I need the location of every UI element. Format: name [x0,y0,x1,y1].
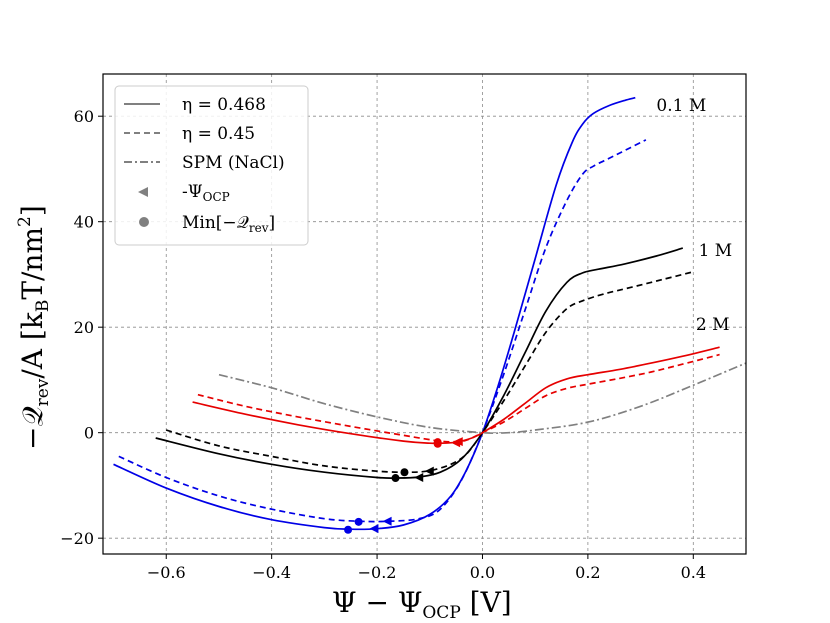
concentration-label: 0.1 M [656,96,706,116]
ocp-triangle-marker [453,437,463,447]
min-qrev-circle-marker [400,468,409,477]
ocp-triangle-marker [382,516,392,526]
legend-label-spm: SPM (NaCl) [182,153,285,173]
ocp-triangle-marker [369,524,379,534]
x-tick-label: 0.2 [575,563,600,582]
x-tick-label: −0.4 [252,563,291,582]
concentration-label: 2 M [696,315,730,335]
legend-triangle-marker [138,187,148,197]
ticks: −0.6 −0.4 −0.2 0.0 0.2 0.4 −20 0 20 40 60 [60,107,706,582]
annotations: 0.1 M 1 M 2 M [656,96,732,335]
y-tick-label: 40 [74,213,94,232]
ocp-triangle-marker [414,473,424,483]
series-line-spm-nacl- [218,362,747,435]
series-group [113,96,747,531]
y-tick-label: 20 [74,318,94,337]
min-qrev-circle-marker [391,474,400,483]
x-tick-label: 0.0 [470,563,495,582]
series-line-1-m-0-45 [165,270,694,474]
series-line-2-m-0-45 [197,353,720,443]
legend-label-eta-0468: η = 0.468 [182,95,266,115]
series-line-0-1-m-0-45 [118,139,647,523]
markers-group [344,437,463,534]
grid [103,74,746,554]
y-tick-label: 60 [74,107,94,126]
y-tick-label: −20 [60,529,94,548]
legend: η = 0.468 η = 0.45 SPM (NaCl) -ΨOCP Min[… [114,85,309,246]
min-qrev-circle-marker [354,517,363,526]
min-qrev-circle-marker [433,438,442,447]
concentration-label: 1 M [699,241,733,261]
x-tick-label: −0.2 [358,563,397,582]
min-qrev-circle-marker [344,525,353,534]
legend-label-eta-045: η = 0.45 [182,124,255,144]
plot-frame [102,73,747,555]
y-axis-title: −𝒬rev/A [kBT/nm2] [15,205,53,450]
x-axis-title: Ψ − ΨOCP [V] [332,586,512,623]
series-line-0-1-m-0-468 [113,96,636,531]
x-tick-label: 0.4 [681,563,706,582]
series-line-1-m-0-468 [155,247,684,480]
y-tick-label: 0 [84,424,94,443]
ocp-triangle-marker [424,466,434,476]
legend-label-min-qrev: Min[−𝒬rev] [182,213,275,235]
x-tick-label: −0.6 [147,563,186,582]
legend-label-psi-ocp: -ΨOCP [182,182,230,204]
legend-box [114,85,309,246]
legend-circle-marker [139,217,149,227]
